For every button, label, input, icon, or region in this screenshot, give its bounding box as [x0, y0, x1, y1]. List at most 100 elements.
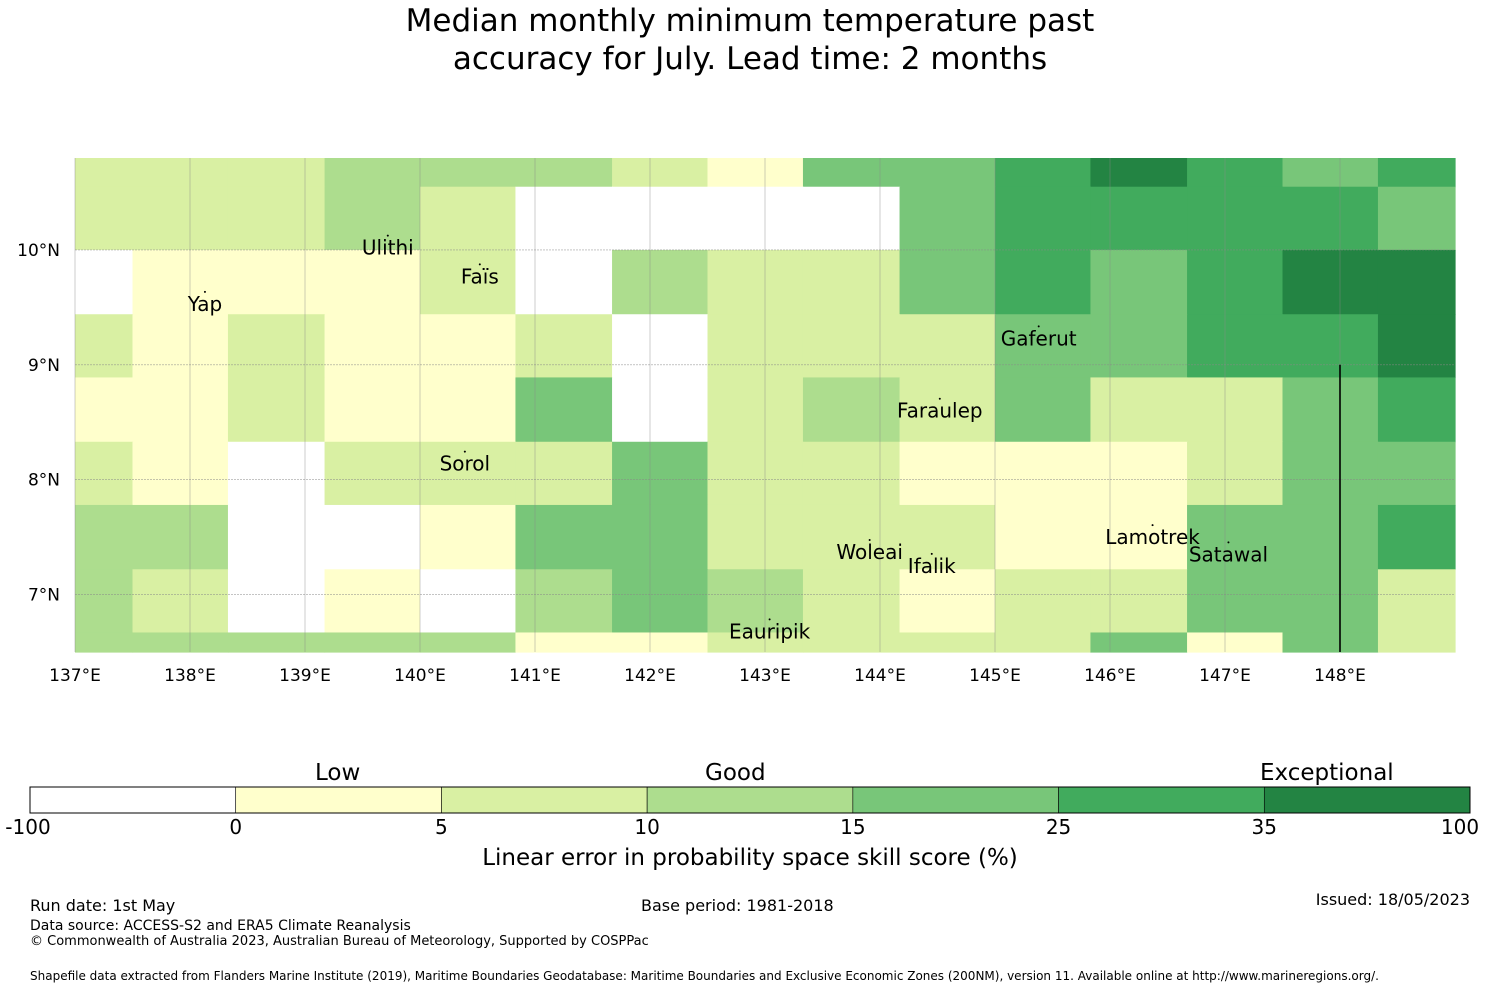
island-marker: [868, 539, 871, 542]
colorbar-bin: [1263, 786, 1471, 814]
grid-cell: [612, 441, 709, 506]
grid-cell: [802, 441, 901, 506]
grid-cell: [324, 632, 421, 653]
grid-cell: [1377, 632, 1456, 653]
grid-cell: [802, 504, 901, 570]
grid-cell: [420, 504, 517, 570]
grid-cell: [1090, 186, 1188, 251]
grid-cell: [707, 441, 804, 506]
grid-cell: [1282, 314, 1379, 379]
grid-cell: [899, 632, 996, 653]
grid-cell: [707, 377, 804, 443]
grid-cell: [75, 158, 134, 188]
map-title-line-1: Median monthly minimum temperature past: [405, 3, 1095, 39]
grid-cell: [1187, 158, 1284, 188]
grid-cell: [707, 158, 804, 188]
grid-cell: [1090, 377, 1188, 443]
colorbar-outline: [29, 786, 1471, 814]
grid-cell: [995, 314, 1092, 379]
grid-cell: [899, 314, 996, 379]
grid-cell: [227, 569, 326, 634]
colorbar-tick-label: 25: [1045, 815, 1072, 839]
place-label: Gaferut: [1001, 326, 1077, 350]
place-labels: Ulithi Faïs Yap Gaferut Faraulep Sorol Woleai L…: [187, 236, 1268, 644]
grid-cell: [515, 504, 613, 570]
grid-cell: [612, 158, 709, 188]
grid-cell: [420, 377, 517, 443]
map-title-line-2: accuracy for July. Lead time: 2 months: [452, 41, 1048, 77]
shapefile-attribution: Shapefile data extracted from Flanders M…: [30, 969, 1379, 983]
grid-cell: [1187, 186, 1284, 251]
grid-cell: [1187, 632, 1284, 653]
grid-cell: [75, 377, 134, 443]
grid-cell: [324, 377, 421, 443]
colorbar: [29, 786, 1471, 814]
grid-cell: [707, 186, 804, 251]
grid-cell: [995, 249, 1092, 315]
grid-cell: [75, 314, 134, 379]
grid-cell: [1377, 186, 1456, 251]
island-marker: [930, 552, 933, 555]
island-marker: [463, 450, 466, 453]
place-label: Yap: [187, 292, 222, 316]
grid-cell: [899, 158, 996, 188]
colorbar-tick-label: 15: [840, 815, 866, 839]
place-label: Sorol: [440, 452, 491, 476]
grid-cell: [324, 441, 421, 506]
grid-cell: [899, 504, 996, 570]
grid-cell: [802, 314, 901, 379]
lat-tick-label: 10°N: [17, 241, 60, 261]
issued-date: Issued: 18/05/2023: [1315, 890, 1470, 909]
grid-cell: [1282, 377, 1379, 443]
grid-cell: [1377, 569, 1456, 634]
grid-cell: [612, 504, 709, 570]
place-label: Faïs: [461, 264, 499, 288]
grid-cell: [227, 314, 326, 379]
grid-cell: [1377, 249, 1456, 315]
grid-cell: [1377, 441, 1456, 506]
grid-cell: [1187, 249, 1284, 315]
grid-cell: [899, 249, 996, 315]
lon-tick-label: 140°E: [394, 666, 446, 686]
grid-cell: [227, 249, 326, 315]
colorbar-bin: [852, 786, 1059, 814]
grid-cell: [1282, 249, 1379, 315]
grid-cell: [324, 158, 421, 188]
island-marker: [1227, 541, 1230, 544]
lon-tick-label: 144°E: [854, 666, 906, 686]
grid-cell: [1090, 158, 1188, 188]
colorbar-bin: [29, 786, 237, 814]
grid-cell: [515, 158, 613, 188]
grid-cell: [612, 314, 709, 379]
grid-cell: [1090, 569, 1188, 634]
grid-cell: [899, 186, 996, 251]
grid-cell: [899, 441, 996, 506]
grid-cell: [1187, 569, 1284, 634]
lon-tick-label: 148°E: [1314, 666, 1366, 686]
grid-cell: [324, 249, 421, 315]
grid-cell: [802, 632, 901, 653]
grid-cell: [899, 377, 996, 443]
grid-cell: [1187, 441, 1284, 506]
grid-cell: [515, 632, 613, 653]
skill-grid: [75, 158, 1456, 653]
grid-cell: [75, 569, 134, 634]
lon-tick-label: 137°E: [49, 666, 101, 686]
colorbar-tick-label: 100: [1440, 815, 1480, 839]
grid-cell: [995, 158, 1092, 188]
grid-cell: [420, 186, 517, 251]
grid-cell: [1282, 569, 1379, 634]
grid-cell: [132, 569, 229, 634]
lon-tick-label: 141°E: [509, 666, 561, 686]
grid-cell: [707, 314, 804, 379]
grid-cell: [1090, 441, 1188, 506]
grid-cell: [515, 186, 613, 251]
grid-cell: [995, 632, 1092, 653]
grid-cell: [612, 186, 709, 251]
grid-cell: [420, 441, 517, 506]
lon-tick-label: 145°E: [969, 666, 1021, 686]
grid-cell: [132, 314, 229, 379]
island-markers: [203, 234, 1230, 621]
grid-cell: [132, 504, 229, 570]
